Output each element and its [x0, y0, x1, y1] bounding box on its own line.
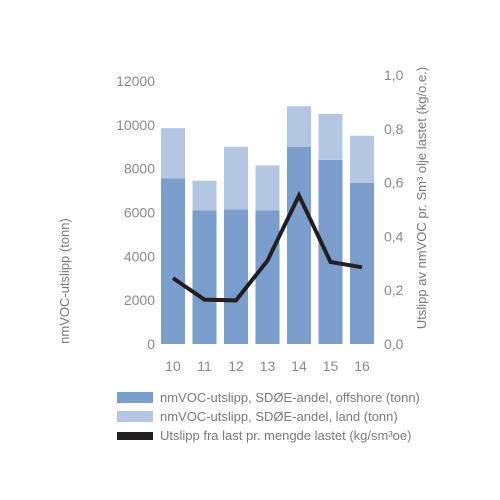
legend-item-line: Utslipp fra last pr. mengde lastet (kg/s… — [117, 426, 420, 445]
legend-item-land: nmVOC-utslipp, SDØE-andel, land (tonn) — [117, 407, 420, 426]
left-tick-label: 8000 — [124, 161, 155, 177]
line-load-emission — [171, 190, 363, 303]
x-tick-label: 14 — [291, 358, 307, 374]
bar-land — [224, 146, 248, 210]
right-tick-label: 0,8 — [384, 121, 404, 137]
left-tick-label: 4000 — [124, 248, 155, 264]
legend-swatch-offshore — [117, 392, 153, 403]
bar-offshore — [287, 146, 311, 344]
left-tick-label: 6000 — [124, 205, 155, 221]
bar-offshore — [318, 159, 343, 344]
bar-offshore — [224, 209, 248, 344]
x-tick-label: 10 — [165, 358, 181, 374]
legend-swatch-land — [117, 411, 153, 422]
legend-swatch-line — [117, 431, 153, 440]
left-tick-label: 2000 — [124, 292, 155, 308]
right-tick-label: 0,2 — [384, 282, 404, 298]
legend-label-offshore: nmVOC-utslipp, SDØE-andel, offshore (ton… — [160, 390, 420, 405]
bar-land — [255, 165, 280, 211]
left-tick-label: 12000 — [116, 73, 155, 89]
legend-label-line: Utslipp fra last pr. mengde lastet (kg/s… — [160, 428, 412, 443]
bar-land — [318, 113, 343, 160]
bar-offshore — [192, 210, 217, 344]
x-tick-label: 13 — [260, 358, 276, 374]
x-tick-label: 12 — [228, 358, 244, 374]
bar-offshore — [350, 182, 374, 344]
right-tick-label: 0,0 — [384, 336, 404, 352]
left-axis-ticks: 0 2000 4000 6000 8000 10000 12000 — [116, 73, 155, 352]
left-axis-title: nmVOC-utslipp (tonn) — [57, 218, 72, 344]
left-tick-label: 0 — [147, 336, 155, 352]
right-tick-label: 0,4 — [384, 228, 404, 244]
x-axis-ticks: 10 11 12 13 14 15 16 — [165, 358, 370, 374]
left-tick-label: 10000 — [116, 117, 155, 133]
right-axis-ticks: 0,0 0,2 0,4 0,6 0,8 1,0 — [384, 67, 404, 352]
bars — [161, 106, 374, 344]
x-tick-label: 15 — [323, 358, 339, 374]
right-axis-title: Utslipp av nmVOC pr. Sm³ olje lastet (kg… — [414, 67, 429, 329]
legend-label-land: nmVOC-utslipp, SDØE-andel, land (tonn) — [160, 409, 398, 424]
x-tick-label: 11 — [197, 358, 212, 374]
bar-offshore — [255, 210, 280, 344]
right-tick-label: 0,6 — [384, 175, 404, 191]
bar-land — [192, 180, 217, 211]
bar-land — [287, 106, 311, 147]
bar-offshore — [161, 178, 185, 344]
right-tick-label: 1,0 — [384, 67, 404, 83]
bar-land — [350, 135, 374, 183]
line-series — [171, 190, 363, 303]
legend: nmVOC-utslipp, SDØE-andel, offshore (ton… — [117, 388, 420, 445]
legend-item-offshore: nmVOC-utslipp, SDØE-andel, offshore (ton… — [117, 388, 420, 407]
x-tick-label: 16 — [354, 358, 370, 374]
bar-land — [161, 128, 185, 179]
